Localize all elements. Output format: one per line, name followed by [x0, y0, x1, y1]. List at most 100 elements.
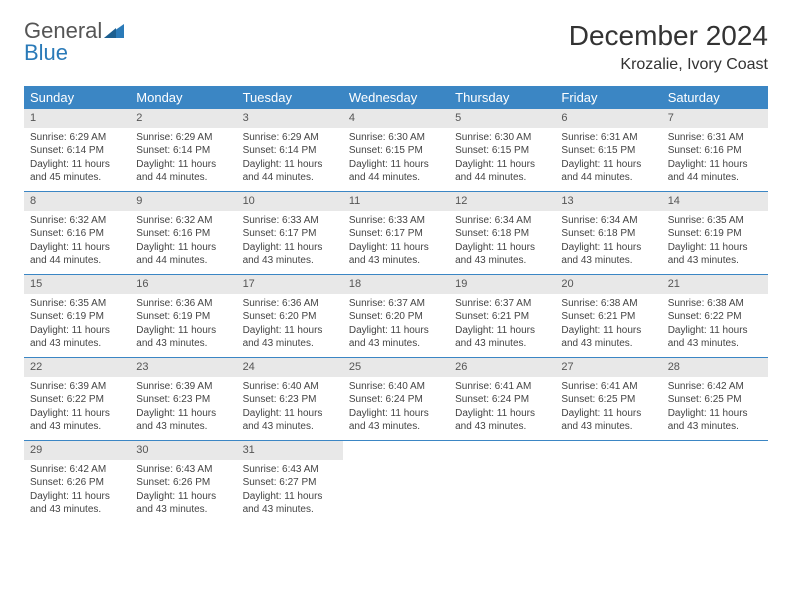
day-number: 20	[555, 275, 661, 294]
day-content: Sunrise: 6:43 AMSunset: 6:26 PMDaylight:…	[130, 460, 236, 521]
sunrise-text: Sunrise: 6:36 AM	[136, 297, 230, 311]
sunset-text: Sunset: 6:15 PM	[455, 144, 549, 158]
daylight-text-2: and 43 minutes.	[455, 420, 549, 434]
daylight-text-1: Daylight: 11 hours	[243, 490, 337, 504]
month-title: December 2024	[569, 20, 768, 52]
daylight-text-1: Daylight: 11 hours	[30, 407, 124, 421]
sunset-text: Sunset: 6:18 PM	[455, 227, 549, 241]
day-number: 2	[130, 109, 236, 128]
sunset-text: Sunset: 6:18 PM	[561, 227, 655, 241]
day-number: 10	[237, 192, 343, 211]
sunset-text: Sunset: 6:17 PM	[243, 227, 337, 241]
sunset-text: Sunset: 6:25 PM	[668, 393, 762, 407]
daylight-text-2: and 43 minutes.	[136, 503, 230, 517]
title-block: December 2024 Krozalie, Ivory Coast	[569, 20, 768, 74]
logo-text-1: General	[24, 20, 102, 42]
daylight-text-2: and 43 minutes.	[136, 337, 230, 351]
day-content: Sunrise: 6:29 AMSunset: 6:14 PMDaylight:…	[130, 128, 236, 189]
day-number: 28	[662, 358, 768, 377]
day-content: Sunrise: 6:33 AMSunset: 6:17 PMDaylight:…	[237, 211, 343, 272]
daylight-text-1: Daylight: 11 hours	[349, 324, 443, 338]
calendar-cell: 19Sunrise: 6:37 AMSunset: 6:21 PMDayligh…	[449, 275, 555, 358]
daylight-text-1: Daylight: 11 hours	[561, 407, 655, 421]
calendar-cell: 13Sunrise: 6:34 AMSunset: 6:18 PMDayligh…	[555, 192, 661, 275]
weekday-header: Monday	[130, 86, 236, 109]
logo: GeneralBlue	[24, 20, 124, 64]
sunrise-text: Sunrise: 6:37 AM	[455, 297, 549, 311]
daylight-text-1: Daylight: 11 hours	[455, 407, 549, 421]
daylight-text-1: Daylight: 11 hours	[30, 324, 124, 338]
daylight-text-2: and 44 minutes.	[243, 171, 337, 185]
weekday-header: Thursday	[449, 86, 555, 109]
sunrise-text: Sunrise: 6:42 AM	[668, 380, 762, 394]
calendar-cell: 11Sunrise: 6:33 AMSunset: 6:17 PMDayligh…	[343, 192, 449, 275]
daylight-text-1: Daylight: 11 hours	[136, 324, 230, 338]
sunrise-text: Sunrise: 6:38 AM	[668, 297, 762, 311]
daylight-text-1: Daylight: 11 hours	[668, 407, 762, 421]
sunrise-text: Sunrise: 6:41 AM	[561, 380, 655, 394]
sunset-text: Sunset: 6:16 PM	[136, 227, 230, 241]
daylight-text-2: and 43 minutes.	[349, 254, 443, 268]
day-number: 18	[343, 275, 449, 294]
day-content: Sunrise: 6:35 AMSunset: 6:19 PMDaylight:…	[24, 294, 130, 355]
calendar-row: 1Sunrise: 6:29 AMSunset: 6:14 PMDaylight…	[24, 109, 768, 192]
day-number: 1	[24, 109, 130, 128]
day-content: Sunrise: 6:35 AMSunset: 6:19 PMDaylight:…	[662, 211, 768, 272]
calendar-cell: 7Sunrise: 6:31 AMSunset: 6:16 PMDaylight…	[662, 109, 768, 192]
day-content: Sunrise: 6:41 AMSunset: 6:25 PMDaylight:…	[555, 377, 661, 438]
sunset-text: Sunset: 6:23 PM	[136, 393, 230, 407]
day-content: Sunrise: 6:42 AMSunset: 6:25 PMDaylight:…	[662, 377, 768, 438]
calendar-cell: 14Sunrise: 6:35 AMSunset: 6:19 PMDayligh…	[662, 192, 768, 275]
header: GeneralBlue December 2024 Krozalie, Ivor…	[24, 20, 768, 74]
calendar-cell: 8Sunrise: 6:32 AMSunset: 6:16 PMDaylight…	[24, 192, 130, 275]
sunrise-text: Sunrise: 6:40 AM	[349, 380, 443, 394]
day-number: 23	[130, 358, 236, 377]
day-content: Sunrise: 6:41 AMSunset: 6:24 PMDaylight:…	[449, 377, 555, 438]
calendar-cell: 21Sunrise: 6:38 AMSunset: 6:22 PMDayligh…	[662, 275, 768, 358]
calendar-cell: 5Sunrise: 6:30 AMSunset: 6:15 PMDaylight…	[449, 109, 555, 192]
day-content: Sunrise: 6:40 AMSunset: 6:24 PMDaylight:…	[343, 377, 449, 438]
day-number: 16	[130, 275, 236, 294]
daylight-text-1: Daylight: 11 hours	[30, 241, 124, 255]
daylight-text-1: Daylight: 11 hours	[561, 324, 655, 338]
daylight-text-1: Daylight: 11 hours	[455, 241, 549, 255]
calendar-cell: 23Sunrise: 6:39 AMSunset: 6:23 PMDayligh…	[130, 358, 236, 441]
calendar-cell: 25Sunrise: 6:40 AMSunset: 6:24 PMDayligh…	[343, 358, 449, 441]
day-number: 6	[555, 109, 661, 128]
sunrise-text: Sunrise: 6:31 AM	[561, 131, 655, 145]
calendar-cell: 28Sunrise: 6:42 AMSunset: 6:25 PMDayligh…	[662, 358, 768, 441]
sunset-text: Sunset: 6:21 PM	[561, 310, 655, 324]
daylight-text-2: and 45 minutes.	[30, 171, 124, 185]
sunset-text: Sunset: 6:25 PM	[561, 393, 655, 407]
daylight-text-1: Daylight: 11 hours	[136, 490, 230, 504]
weekday-header: Sunday	[24, 86, 130, 109]
daylight-text-1: Daylight: 11 hours	[136, 158, 230, 172]
day-number: 17	[237, 275, 343, 294]
day-number: 8	[24, 192, 130, 211]
calendar-cell: 4Sunrise: 6:30 AMSunset: 6:15 PMDaylight…	[343, 109, 449, 192]
sunset-text: Sunset: 6:15 PM	[349, 144, 443, 158]
daylight-text-2: and 43 minutes.	[455, 337, 549, 351]
daylight-text-2: and 43 minutes.	[243, 420, 337, 434]
day-content: Sunrise: 6:34 AMSunset: 6:18 PMDaylight:…	[449, 211, 555, 272]
day-number: 30	[130, 441, 236, 460]
daylight-text-1: Daylight: 11 hours	[561, 241, 655, 255]
calendar-row: 15Sunrise: 6:35 AMSunset: 6:19 PMDayligh…	[24, 275, 768, 358]
sunset-text: Sunset: 6:14 PM	[30, 144, 124, 158]
daylight-text-2: and 43 minutes.	[561, 420, 655, 434]
calendar-table: Sunday Monday Tuesday Wednesday Thursday…	[24, 86, 768, 523]
day-number: 3	[237, 109, 343, 128]
sunrise-text: Sunrise: 6:29 AM	[30, 131, 124, 145]
day-content: Sunrise: 6:34 AMSunset: 6:18 PMDaylight:…	[555, 211, 661, 272]
sunrise-text: Sunrise: 6:41 AM	[455, 380, 549, 394]
day-number: 31	[237, 441, 343, 460]
sunset-text: Sunset: 6:19 PM	[136, 310, 230, 324]
sunrise-text: Sunrise: 6:29 AM	[243, 131, 337, 145]
day-content: Sunrise: 6:29 AMSunset: 6:14 PMDaylight:…	[237, 128, 343, 189]
calendar-cell: 15Sunrise: 6:35 AMSunset: 6:19 PMDayligh…	[24, 275, 130, 358]
daylight-text-1: Daylight: 11 hours	[30, 158, 124, 172]
day-number: 27	[555, 358, 661, 377]
sunrise-text: Sunrise: 6:36 AM	[243, 297, 337, 311]
calendar-cell: ..	[662, 441, 768, 524]
calendar-cell: 30Sunrise: 6:43 AMSunset: 6:26 PMDayligh…	[130, 441, 236, 524]
